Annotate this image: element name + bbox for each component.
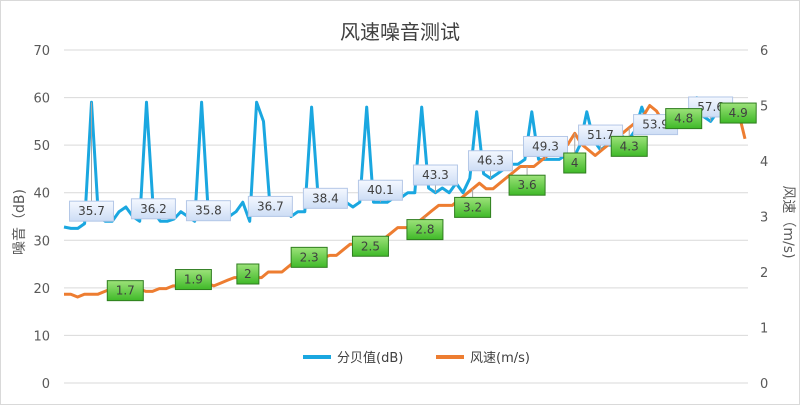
right-tick-label: 2 [760,266,768,281]
legend: 分贝值(dB) 风速(m/s) [303,350,530,366]
data-label-wind: 1.9 [184,273,203,287]
right-tick-label: 6 [760,44,768,59]
data-label-noise: 53.9 [642,118,669,132]
label-box-wind [351,235,389,257]
label-box-noise [130,198,176,220]
label-box-wind [406,219,444,241]
legend-label-noise: 分贝值(dB) [337,350,403,366]
data-label-wind: 3.6 [518,178,537,192]
legend-label-wind: 风速(m/s) [470,351,530,366]
right-tick-label: 5 [760,100,768,115]
label-box-wind [508,174,546,196]
chart-title: 风速噪音测试 [340,20,460,44]
left-tick-label: 20 [33,282,50,297]
left-tick-label: 10 [33,329,50,344]
left-tick-label: 50 [33,139,50,154]
label-box-wind [174,269,212,291]
data-label-wind: 3.2 [463,200,482,214]
right-axis-title: 风速（m/s) [780,185,796,258]
data-label-noise: 36.7 [257,199,284,213]
data-label-noise: 35.8 [195,204,222,218]
data-label-noise: 40.1 [367,183,394,197]
left-axis-title: 噪音（dB) [11,189,28,255]
label-box-wind [454,196,492,218]
data-label-wind: 1.7 [116,284,135,298]
series-line-noise [63,96,746,230]
data-label-wind: 4.9 [729,106,748,120]
data-label-noise: 57.6 [697,100,724,114]
label-box-noise [302,187,348,209]
data-label-noise: 46.3 [477,154,504,168]
left-tick-label: 30 [33,234,50,249]
left-axis-ticks: 0 10 20 30 40 50 60 70 [33,44,50,392]
left-tick-label: 0 [42,377,50,392]
label-box-wind [290,246,328,268]
data-label-noise: 51.7 [587,128,614,142]
data-label-wind: 4.3 [620,139,639,153]
data-label-noise: 43.3 [422,168,449,182]
left-tick-label: 70 [33,44,50,59]
right-tick-label: 4 [760,155,768,170]
data-label-wind: 2.8 [415,223,434,237]
label-box-wind [665,108,703,130]
label-box-wind [563,152,587,174]
left-tick-label: 60 [33,92,50,107]
label-box-noise [69,200,115,222]
right-tick-label: 3 [760,211,768,226]
label-box-wind [106,280,144,302]
data-label-wind: 2.5 [361,239,380,253]
data-label-wind: 4 [571,156,579,170]
label-box-wind [236,263,260,285]
data-label-noise: 36.2 [140,202,167,216]
label-box-wind [610,135,648,157]
label-box-noise [467,150,513,172]
label-box-wind [719,102,757,124]
right-tick-label: 0 [760,377,768,392]
right-tick-label: 1 [760,322,768,337]
data-label-noise: 35.7 [78,204,105,218]
label-box-noise [185,200,231,222]
left-tick-label: 40 [33,187,50,202]
label-box-noise [247,195,293,217]
data-label-wind: 2 [244,267,252,281]
data-label-noise: 49.3 [532,139,559,153]
data-label-wind: 4.8 [674,112,693,126]
label-box-noise [357,179,403,201]
right-axis-ticks: 0 1 2 3 4 5 6 [760,44,768,392]
data-label-wind: 2.3 [300,250,319,264]
data-label-noise: 38.4 [312,191,339,205]
label-box-noise [412,164,458,186]
label-box-noise [523,135,569,157]
data-labels-layer: 35.7 36.2 35.8 36.7 38.4 40.1 43.3 46.3 49.3 51.7… [69,96,757,302]
